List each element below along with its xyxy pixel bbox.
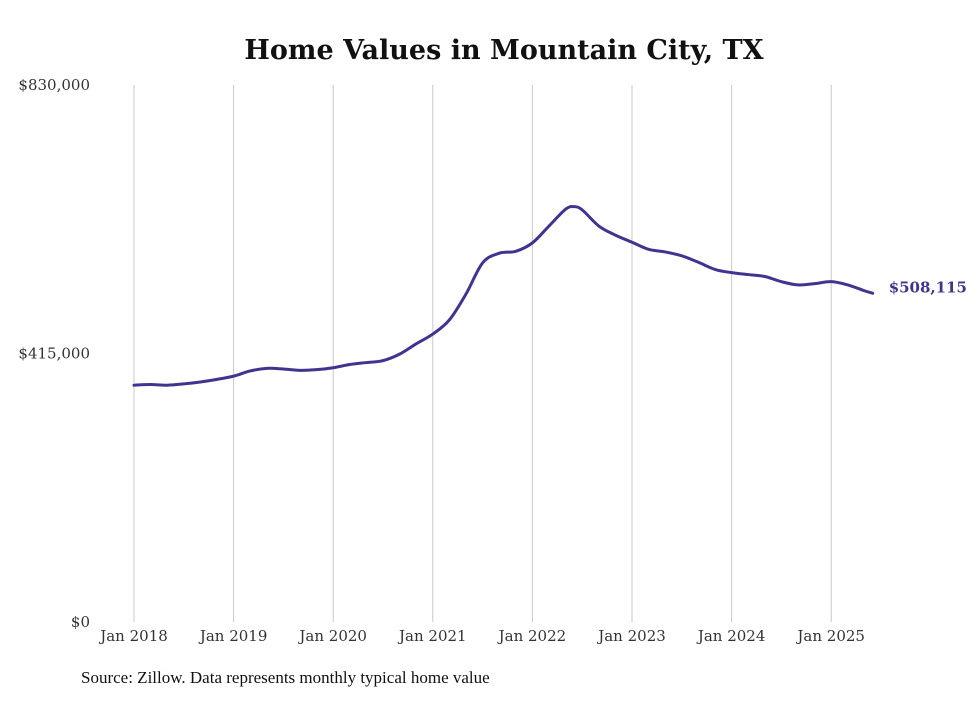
x-tick-label-2023: Jan 2023	[596, 627, 666, 645]
x-tick-label-2019: Jan 2019	[198, 627, 268, 645]
x-tick-label-2025: Jan 2025	[795, 627, 865, 645]
y-tick-label-0: $0	[71, 613, 90, 631]
x-tick-label-2020: Jan 2020	[297, 627, 367, 645]
gridlines	[133, 85, 832, 622]
x-tick-label-2024: Jan 2024	[696, 627, 766, 645]
x-tick-label-2018: Jan 2018	[98, 627, 168, 645]
y-tick-label-1: $415,000	[18, 345, 90, 363]
y-tick-label-2: $830,000	[18, 76, 90, 94]
end-value-label: $508,115	[889, 278, 967, 296]
y-axis: $0 $415,000 $830,000	[18, 76, 90, 631]
x-tick-label-2021: Jan 2021	[397, 627, 467, 645]
chart-title: Home Values in Mountain City, TX	[244, 35, 763, 66]
source-note: Source: Zillow. Data represents monthly …	[81, 668, 490, 687]
x-axis: Jan 2018 Jan 2019 Jan 2020 Jan 2021 Jan 2022…	[98, 627, 865, 645]
x-tick-label-2022: Jan 2022	[497, 627, 567, 645]
series-line-0	[132, 205, 875, 387]
series-layer	[132, 205, 875, 387]
